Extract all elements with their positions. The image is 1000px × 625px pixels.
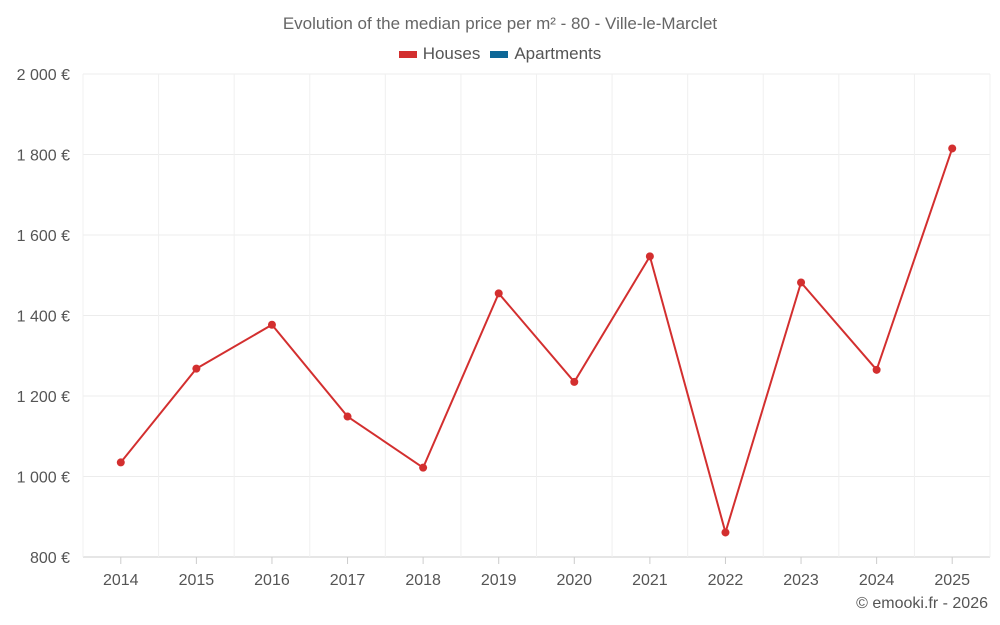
legend-item-houses[interactable]: Houses (398, 44, 481, 64)
legend-label-houses: Houses (422, 44, 481, 63)
legend-swatch-apartments (490, 50, 509, 58)
data-point-houses-2018 (419, 463, 428, 472)
x-tick-label: 2023 (783, 572, 819, 589)
y-tick-label: 1 200 € (17, 389, 70, 406)
data-point-houses-2025 (948, 144, 957, 153)
x-tick-label: 2022 (708, 572, 744, 589)
legend-label-apartments: Apartments (514, 44, 602, 63)
data-point-houses-2014 (116, 458, 125, 467)
data-point-houses-2016 (267, 320, 276, 329)
data-point-houses-2019 (494, 289, 503, 298)
series-line-houses (120, 148, 954, 534)
data-point-houses-2021 (645, 252, 654, 261)
y-tick-label: 1 800 € (17, 148, 70, 165)
x-tick-label: 2017 (330, 572, 366, 589)
x-tick-label: 2024 (859, 572, 895, 589)
legend-swatch-houses (398, 50, 417, 58)
y-tick-label: 1 000 € (17, 470, 70, 487)
x-tick-label: 2015 (179, 572, 215, 589)
data-point-houses-2015 (192, 364, 201, 373)
data-point-houses-2022 (721, 528, 730, 537)
chart-title: Evolution of the median price per m² - 8… (282, 14, 718, 33)
data-point-houses-2017 (343, 412, 352, 421)
x-tick-label: 2021 (632, 572, 668, 589)
data-point-houses-2020 (570, 377, 579, 386)
y-tick-label: 1 600 € (17, 228, 70, 245)
y-tick-label: 800 € (30, 550, 70, 567)
x-tick-label: 2025 (934, 572, 970, 589)
y-tick-label: 2 000 € (17, 67, 70, 84)
x-tick-label: 2020 (556, 572, 592, 589)
legend-item-apartments[interactable]: Apartments (490, 44, 601, 64)
data-point-houses-2024 (872, 365, 881, 374)
x-tick-label: 2016 (254, 572, 290, 589)
x-tick-label: 2014 (103, 572, 139, 589)
y-tick-label: 1 400 € (17, 309, 70, 326)
x-tick-label: 2019 (481, 572, 517, 589)
data-point-houses-2023 (797, 278, 806, 287)
x-tick-label: 2018 (405, 572, 441, 589)
chart-legend: Houses Apartments (0, 44, 1000, 64)
copyright-text: © emooki.fr - 2026 (856, 595, 988, 612)
